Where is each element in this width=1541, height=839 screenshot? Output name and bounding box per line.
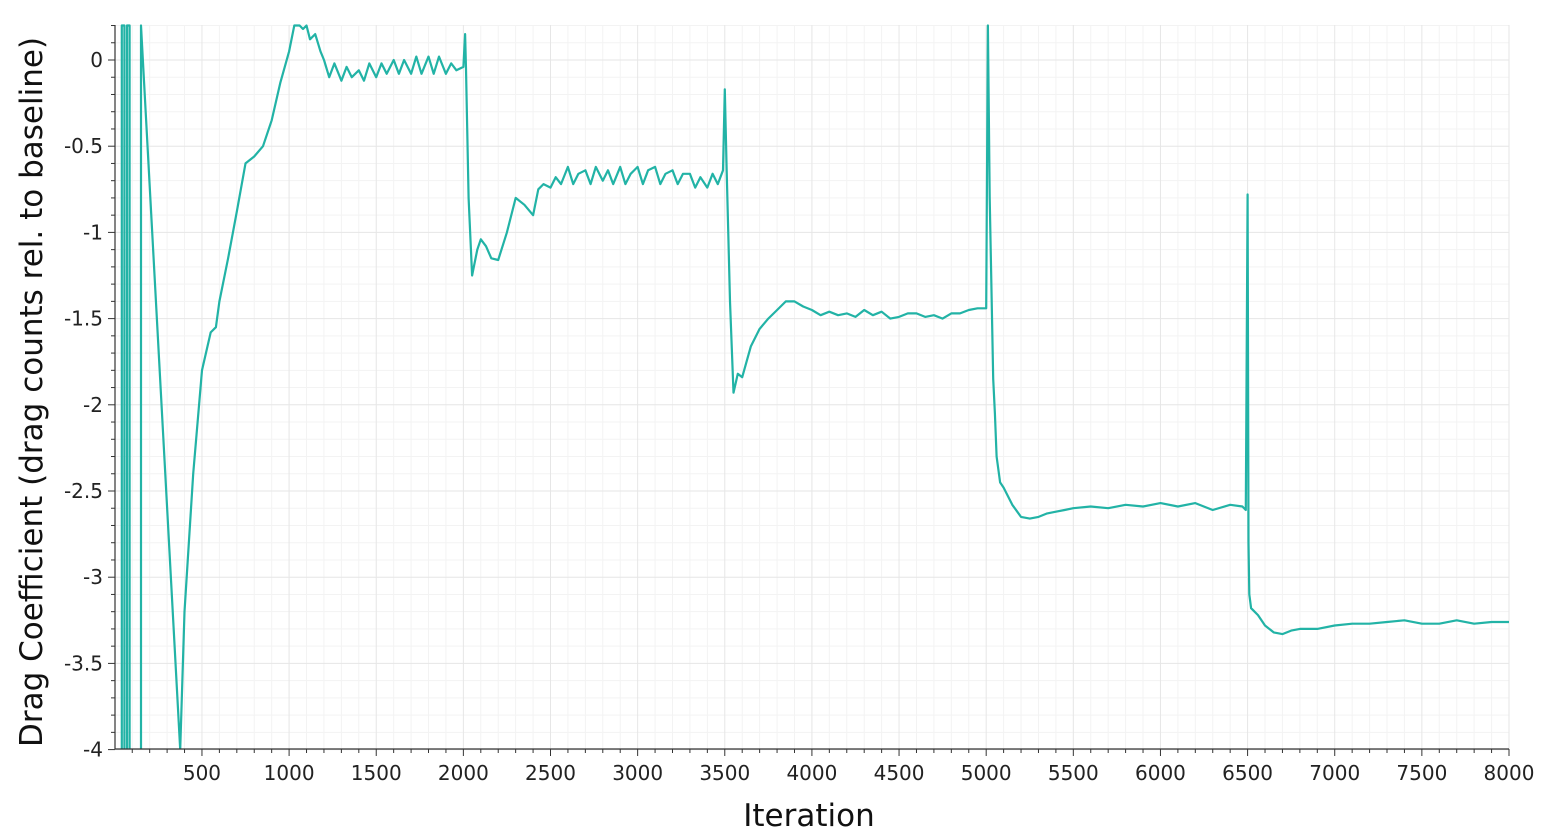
- x-tick-label: 1500: [351, 761, 402, 785]
- x-axis-title: Iteration: [743, 798, 875, 834]
- y-tick-label: -2.5: [64, 479, 103, 503]
- x-tick-label: 500: [183, 761, 221, 785]
- x-tick-label: 5000: [961, 761, 1012, 785]
- y-tick-label: -1: [83, 220, 103, 244]
- y-tick-label: -4: [83, 738, 103, 762]
- tick-labels: 500 1000 1500 2000 2500 3000 3500 4000 4500 5000 5…: [64, 48, 1534, 785]
- x-tick-label: 5500: [1048, 761, 1099, 785]
- y-tick-label: 0: [90, 48, 103, 72]
- y-tick-label: -3.5: [64, 651, 103, 675]
- x-tick-label: 7000: [1309, 761, 1360, 785]
- x-tick-label: 2000: [438, 761, 489, 785]
- x-tick-label: 8000: [1484, 761, 1535, 785]
- y-axis-title: Drag Coefficient (drag counts rel. to ba…: [14, 37, 50, 747]
- y-tick-label: -1.5: [64, 307, 103, 331]
- y-tick-label: -3: [83, 565, 103, 589]
- series-line-0: [120, 24, 1509, 749]
- x-tick-label: 7500: [1396, 761, 1447, 785]
- x-tick-label: 1000: [264, 761, 315, 785]
- x-tick-label: 4500: [874, 761, 925, 785]
- x-tick-label: 3000: [612, 761, 663, 785]
- x-tick-label: 6500: [1222, 761, 1273, 785]
- y-tick-label: -0.5: [64, 134, 103, 158]
- x-tick-label: 6000: [1135, 761, 1186, 785]
- x-tick-label: 3500: [699, 761, 750, 785]
- x-tick-label: 2500: [525, 761, 576, 785]
- x-tick-label: 4000: [786, 761, 837, 785]
- tick-marks: [108, 25, 1510, 756]
- y-tick-label: -2: [83, 393, 103, 417]
- series-layer: [120, 24, 1509, 749]
